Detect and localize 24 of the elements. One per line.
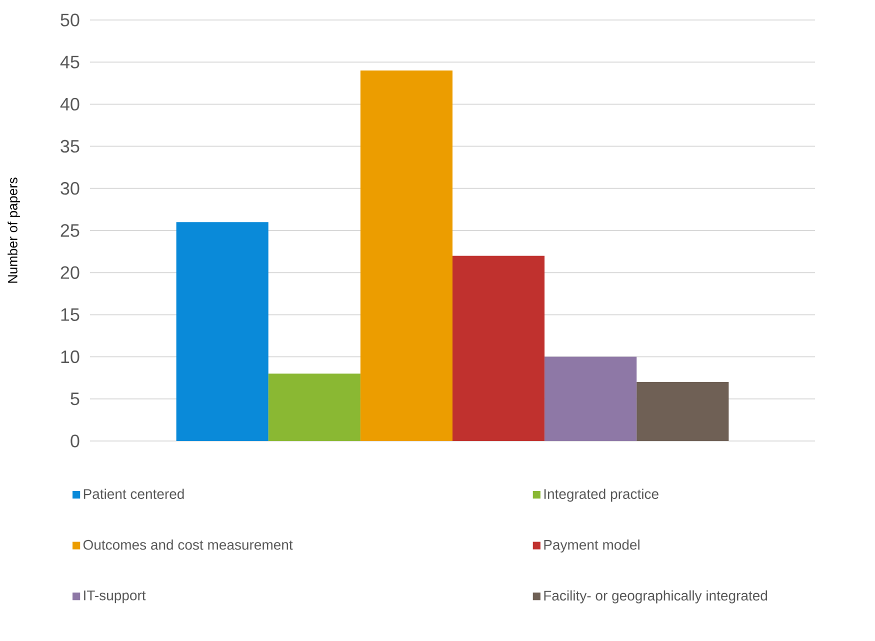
legend-label: IT-support	[84, 590, 146, 604]
y-tick-label: 20	[60, 266, 80, 279]
y-tick-label: 0	[70, 434, 80, 448]
bar	[176, 222, 268, 441]
y-tick-label: 5	[70, 392, 80, 406]
legend-label: Payment model	[544, 540, 640, 553]
y-tick-label: 15	[61, 308, 80, 321]
y-tick-label: 50	[60, 14, 80, 26]
y-tick-label: 10	[61, 350, 80, 364]
bar	[268, 374, 360, 441]
bar	[452, 256, 545, 441]
bar	[636, 382, 729, 441]
y-tick-label: 30	[60, 182, 80, 195]
y-tick-label: 25	[60, 224, 80, 237]
y-tick-label: 45	[60, 56, 80, 68]
legend-label: Facility- or geographically integrated	[544, 590, 768, 604]
y-tick-label: 40	[60, 98, 80, 111]
legend-label: Patient centered	[84, 488, 184, 499]
legend-label: Integrated practice	[544, 488, 658, 502]
y-axis-title: Number of papers	[8, 178, 20, 283]
bar	[360, 70, 453, 441]
bar	[544, 356, 637, 441]
legend-label: Outcomes and cost measurement	[83, 540, 293, 550]
y-tick-label: 35	[60, 140, 80, 153]
